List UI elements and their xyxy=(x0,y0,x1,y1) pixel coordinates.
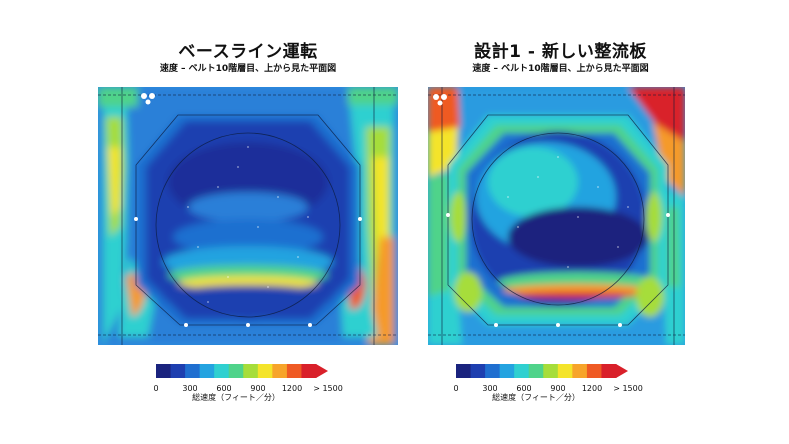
velocity-plot xyxy=(98,87,398,345)
colorbar-tick: > 1500 xyxy=(313,384,343,393)
colorbar-swatch xyxy=(286,364,302,378)
panel-title: 設計1 - 新しい整流板 xyxy=(474,42,647,62)
colorbar-tick: 300 xyxy=(182,384,198,393)
velocity-field-baseline xyxy=(98,87,398,345)
colorbar-tick: 1200 xyxy=(281,384,303,393)
colorbar-swatch xyxy=(272,364,288,378)
colorbar-swatch xyxy=(499,364,515,378)
colorbar-swatch xyxy=(456,364,472,378)
colorbar-swatch xyxy=(572,364,588,378)
colorbar-swatch xyxy=(586,364,602,378)
colorbar-arrow xyxy=(616,364,628,378)
colorbar-tick: 0 xyxy=(453,384,459,393)
colorbar: 0 300 600 900 1200 > 1500 xyxy=(453,364,656,400)
colorbar-swatch xyxy=(601,364,617,378)
colorbar-gradient xyxy=(156,364,328,378)
panel-baseline: ベースライン運転 速度 – ベルト10階層目、上から見た平面図 xyxy=(98,0,398,444)
colorbar-tick: 1200 xyxy=(581,384,603,393)
colorbar-swatch xyxy=(543,364,559,378)
colorbar-swatch xyxy=(156,364,172,378)
panel-subtitle: 速度 – ベルト10階層目、上から見た平面図 xyxy=(159,64,337,74)
colorbar-arrow xyxy=(316,364,328,378)
colorbar-swatch xyxy=(301,364,317,378)
colorbar-swatch xyxy=(257,364,273,378)
colorbar: 0 300 600 900 1200 > 1500 xyxy=(153,364,356,400)
colorbar-swatch xyxy=(514,364,530,378)
colorbar-tick: 600 xyxy=(216,384,232,393)
colorbar-tick: 900 xyxy=(550,384,566,393)
panel-title: ベースライン運転 xyxy=(178,42,318,62)
colorbar-swatch xyxy=(470,364,486,378)
panel-design1: 設計1 - 新しい整流板 速度 – ベルト10階層目、上から見た平面図 xyxy=(428,0,693,444)
colorbar-swatch xyxy=(228,364,244,378)
velocity-field-design1 xyxy=(428,87,685,345)
colorbar-tick: 0 xyxy=(153,384,159,393)
colorbar-swatch xyxy=(485,364,501,378)
colorbar-label: 総速度（フィート／分） xyxy=(492,393,580,402)
colorbar-gradient xyxy=(456,364,628,378)
colorbar-swatch xyxy=(199,364,215,378)
colorbar-tick: 600 xyxy=(516,384,532,393)
colorbar-swatch xyxy=(170,364,186,378)
colorbar-swatch xyxy=(243,364,259,378)
panel-subtitle: 速度 – ベルト10階層目、上から見た平面図 xyxy=(472,64,649,74)
colorbar-swatch xyxy=(528,364,544,378)
colorbar-tick: > 1500 xyxy=(613,384,643,393)
colorbar-swatch xyxy=(214,364,230,378)
colorbar-label: 総速度（フィート／分） xyxy=(192,393,280,402)
colorbar-tick: 900 xyxy=(250,384,266,393)
velocity-plot xyxy=(428,87,685,345)
colorbar-swatch xyxy=(557,364,573,378)
colorbar-swatch xyxy=(185,364,201,378)
colorbar-tick: 300 xyxy=(482,384,498,393)
